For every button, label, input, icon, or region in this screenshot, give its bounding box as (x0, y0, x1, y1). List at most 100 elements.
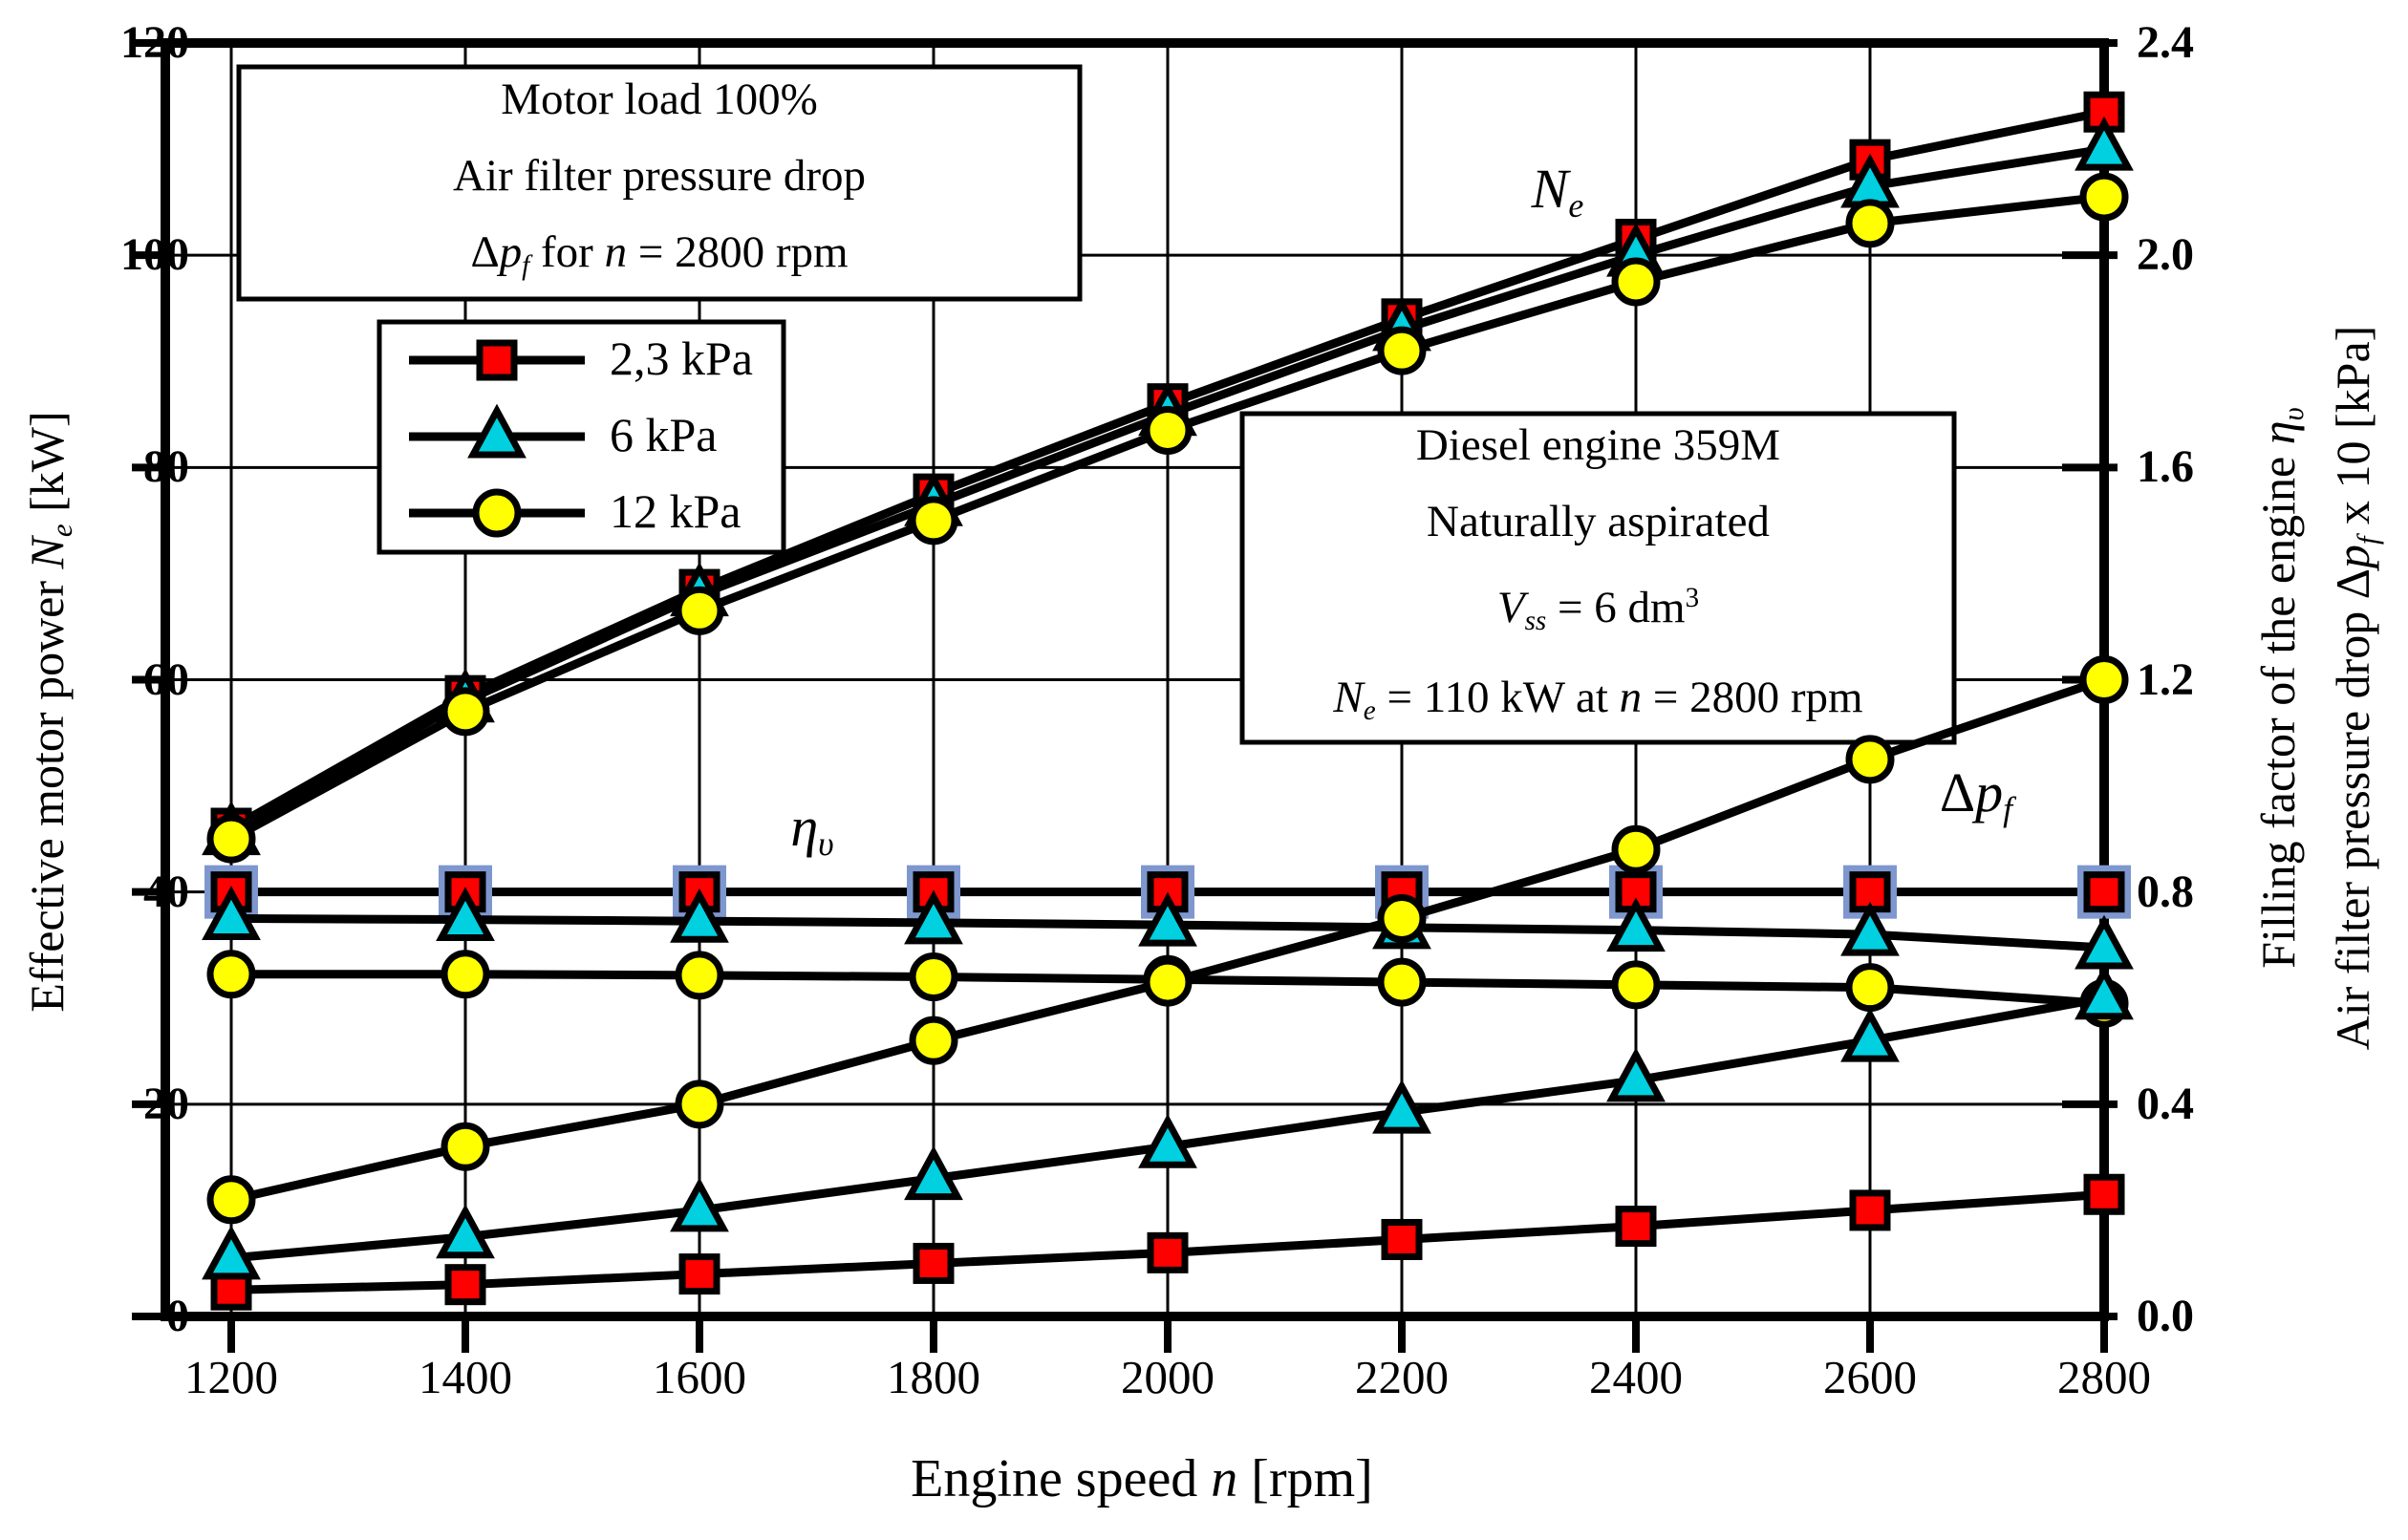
circle-marker (675, 1080, 724, 1129)
left-axis-tick-80: 80 (143, 441, 189, 493)
square-marker (913, 1242, 955, 1284)
circle-marker (441, 950, 490, 999)
x-axis-tick-1400: 1400 (419, 1351, 512, 1403)
triangle-marker (436, 1204, 495, 1259)
circle-marker (909, 952, 958, 1002)
legend-label-3: 12 kPa (610, 484, 742, 538)
circle-marker (206, 950, 256, 999)
circle-marker (206, 814, 256, 864)
series-dpf-triangle (202, 965, 2134, 1280)
circle-marker (1143, 405, 1193, 455)
circle-marker (1845, 963, 1895, 1013)
circle-marker (909, 496, 958, 545)
left-axis-tick-60: 60 (143, 653, 189, 705)
square-marker (1615, 1206, 1657, 1248)
left-axis-tick-20: 20 (143, 1078, 189, 1129)
circle-marker (675, 951, 724, 1000)
circle-marker (441, 687, 490, 737)
x-axis-tick-1600: 1600 (653, 1351, 746, 1403)
circle-marker (472, 488, 522, 538)
square-marker (1147, 1231, 1189, 1273)
x-axis-tick-2000: 2000 (1121, 1351, 1215, 1403)
triangle-marker (1372, 1079, 1431, 1134)
info-box-engine-line: Naturally aspirated (1427, 496, 1770, 546)
info-box-engine-line: Vss = 6 dm3 (1496, 582, 1700, 637)
triangle-marker (202, 886, 261, 940)
right-axis-tick-0.8: 0.8 (2137, 866, 2194, 917)
left-axis-tick-0: 0 (166, 1291, 189, 1341)
circle-marker (1377, 957, 1427, 1007)
left-axis-tick-40: 40 (143, 866, 189, 917)
info-box-engine-line: Ne = 110 kW at n = 2800 rpm (1333, 673, 1863, 727)
triangle-marker (2075, 965, 2134, 1020)
square-marker (444, 1264, 486, 1306)
info-box-top-line: Δpf for n = 2800 rpm (470, 227, 849, 282)
triangle-marker (670, 888, 729, 943)
square-marker (1615, 871, 1657, 913)
x-axis-tick-2200: 2200 (1355, 1351, 1449, 1403)
left-axis-tick-120: 120 (120, 17, 189, 68)
right-axis-tick-2.0: 2.0 (2137, 229, 2194, 281)
triangle-marker (670, 1177, 729, 1232)
info-box-top-text: Motor load 100% Air filter pressure drop Δ… (239, 67, 1080, 299)
triangle-marker (1606, 1047, 1666, 1102)
square-marker (476, 339, 518, 381)
circle-marker (1377, 893, 1427, 943)
circle-marker (441, 1122, 490, 1171)
circle-marker (1611, 257, 1661, 307)
right-axis-tick-2.4: 2.4 (2137, 17, 2194, 68)
triangle-marker (1840, 1007, 1900, 1062)
right-axis-tick-0.0: 0.0 (2137, 1291, 2194, 1341)
triangle-marker (1606, 897, 1666, 952)
square-marker (678, 1253, 720, 1295)
info-box-engine-line: Diesel engine 359M (1415, 419, 1781, 470)
circle-marker (1845, 735, 1895, 784)
circle-marker (1845, 199, 1895, 248)
right-axis-title-pressure-drop: Air filter pressure drop Δpf x 10 [kPa] (2326, 325, 2384, 1051)
square-marker (1849, 1189, 1891, 1231)
circle-marker (1377, 326, 1427, 375)
dpf-curve-label: Δpf (1939, 760, 2013, 829)
x-axis-tick-2400: 2400 (1589, 1351, 1683, 1403)
x-axis-tick-2600: 2600 (1823, 1351, 1917, 1403)
triangle-marker (1840, 901, 1900, 956)
right-axis-tick-0.4: 0.4 (2137, 1078, 2194, 1129)
triangle-marker (467, 403, 527, 459)
series-eta_v-triangle (202, 886, 2134, 970)
series-dpf-square (210, 1173, 2125, 1311)
right-axis-tick-1.6: 1.6 (2137, 441, 2194, 493)
triangle-marker (2075, 116, 2134, 171)
info-box-top (236, 64, 1083, 302)
circle-marker (1611, 824, 1661, 874)
left-axis-title: Effective motor power Ne [kW] (20, 411, 78, 1013)
x-axis-tick-1800: 1800 (887, 1351, 980, 1403)
series-Ne-circle (206, 172, 2129, 864)
x-axis-tick-2800: 2800 (2057, 1351, 2151, 1403)
legend-label-2: 6 kPa (610, 408, 718, 461)
right-axis-title-filling-factor: Filling factor of the engine ηυ (2251, 407, 2310, 969)
x-axis-title: Engine speed n [rpm] (911, 1449, 1373, 1508)
triangle-marker (904, 1145, 963, 1201)
info-box-engine-text: Diesel engine 359M Naturally aspirated Vss… (1242, 414, 1954, 742)
triangle-marker (1138, 1113, 1197, 1168)
circle-marker (675, 586, 724, 635)
triangle-marker (1138, 891, 1197, 947)
eta-curve-label: ηυ (790, 795, 834, 864)
circle-marker (1143, 957, 1193, 1007)
right-axis-tick-1.2: 1.2 (2137, 653, 2194, 705)
triangle-marker (202, 1225, 261, 1280)
series-dpf-circle (206, 655, 2129, 1225)
info-box-top-line: Air filter pressure drop (453, 151, 866, 202)
info-box-top-line: Motor load 100% (501, 75, 818, 125)
square-marker (2083, 1173, 2125, 1215)
info-box-engine (1239, 411, 1957, 745)
circle-marker (2079, 655, 2129, 704)
circle-marker (2079, 172, 2129, 222)
square-marker (1381, 1218, 1423, 1260)
legend-label-1: 2,3 kPa (610, 332, 753, 385)
ne-curve-label: Ne (1531, 157, 1584, 225)
left-axis-tick-100: 100 (120, 229, 189, 281)
circle-marker (206, 1175, 256, 1225)
